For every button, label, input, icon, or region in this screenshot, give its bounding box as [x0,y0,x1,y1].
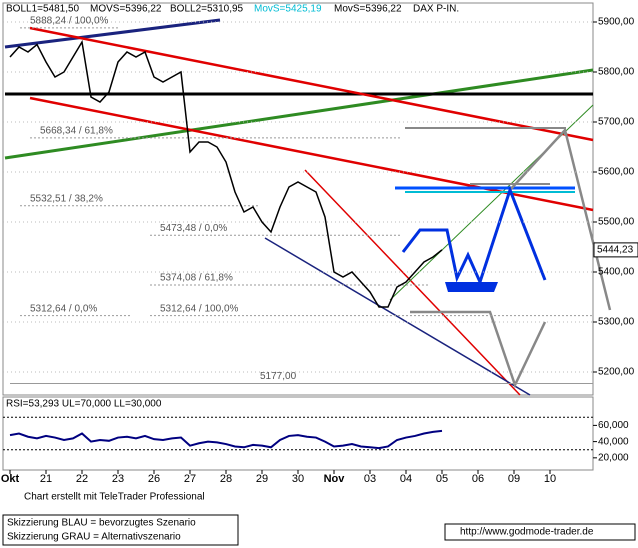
x-tick-label: Okt [1,473,20,485]
x-tick-label: 28 [220,473,232,485]
rsi-panel [2,396,594,471]
rsi-tick-label: 60,000 [598,420,629,431]
x-tick-label: 05 [436,473,448,485]
x-tick-label: 23 [112,473,124,485]
x-tick-label: Nov [324,473,346,485]
last-price-box [593,242,638,258]
level-label: 5312,64 / 0,0% [30,303,97,314]
header-item: BOLL2=5310,95 [170,4,244,15]
level-label: 5374,08 / 61,8% [160,273,233,284]
y-tick-label: 5600,00 [598,167,635,178]
level-label: 5473,48 / 0,0% [160,223,227,234]
url-box [444,523,636,541]
level-label: 5888,24 / 100,0% [30,16,109,27]
x-tick-label: 22 [76,473,88,485]
x-tick-label: 29 [256,473,268,485]
y-tick-label: 5400,00 [598,267,635,278]
rsi-tick-label: 40,000 [598,436,629,447]
level-label: 5668,34 / 61,8% [40,125,113,136]
rsi-line [9,429,443,450]
y-tick-label: 5900,00 [598,17,635,28]
footer: Chart erstellt mit TeleTrader Profession… [2,492,636,546]
x-tick-label: 10 [544,473,556,485]
y-tick-label: 5500,00 [598,217,635,228]
y-tick-label: 5800,00 [598,67,635,78]
level-label: 5177,00 [260,371,297,382]
y-tick-label: 5200,00 [598,367,635,378]
header-item: MovS=5396,22 [334,4,402,15]
x-tick-label: 26 [148,473,160,485]
level-label: 5532,51 / 38,2% [30,193,103,204]
x-tick-label: 06 [472,473,484,485]
y-tick-label: 5300,00 [598,317,635,328]
url: http://www.godmode-trader.de [460,527,594,538]
legend-box [2,514,239,546]
header-item: BOLL1=5481,50 [6,4,80,15]
legend-grey: Skizzierung GRAU = Alternativszenario [7,532,181,543]
price-line [9,39,443,308]
header-item: MovS=5425,19 [254,4,322,15]
x-tick-label: 09 [508,473,520,485]
x-tick-label: 04 [400,473,412,485]
header-item: DAX P-IN. [413,4,459,15]
header-item: MOVS=5396,22 [90,4,162,15]
x-tick-label: 21 [40,473,52,485]
credit: Chart erstellt mit TeleTrader Profession… [24,492,205,503]
rsi-tick-label: 20,000 [598,452,629,463]
legend-blue: Skizzierung BLAU = bevorzugtes Szenario [7,518,196,529]
x-tick-label: 30 [292,473,304,485]
trend-lines [4,18,612,396]
rsi-title: RSI=53,293 UL=70,000 LL=30,000 [6,399,162,410]
header: BOLL1=5481,50 MOVS=5396,22 BOLL2=5310,95… [6,4,459,15]
x-tick-label: 27 [184,473,196,485]
last-price-label: 5444,23 [597,245,634,256]
y-tick-label: 5700,00 [598,117,635,128]
level-label: 5312,64 / 100,0% [160,303,239,314]
x-tick-label: 03 [364,473,376,485]
